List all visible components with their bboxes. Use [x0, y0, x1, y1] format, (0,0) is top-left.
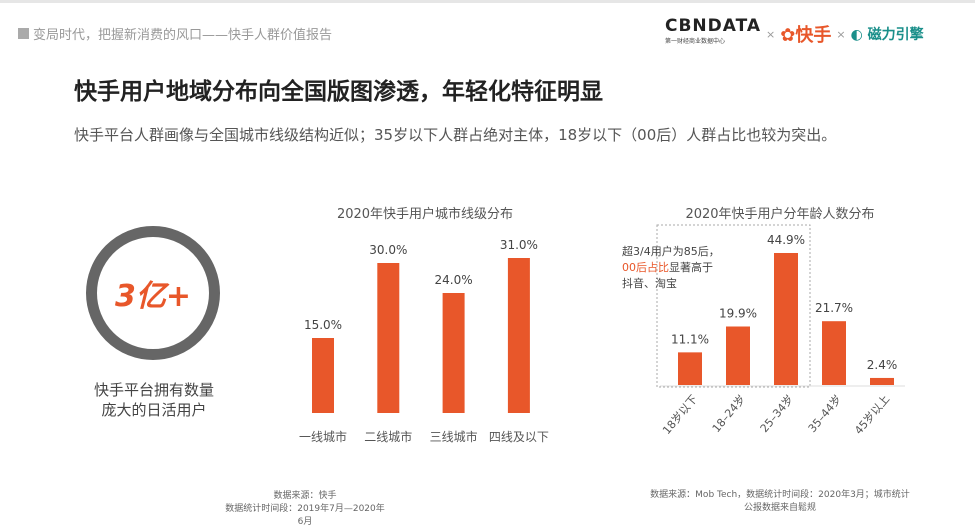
- annotation-box: [656, 224, 811, 388]
- category-label: 18–24岁: [709, 392, 748, 435]
- category-label: 35–44岁: [805, 392, 844, 435]
- category-label: 18岁以下: [659, 392, 700, 437]
- data-label: 2.4%: [867, 358, 898, 372]
- chart2-source: 数据来源：Mob Tech，数据统计时间段：2020年3月；城市统计 公报数据来自…: [650, 490, 910, 513]
- top-border: [0, 0, 975, 3]
- page-subtitle: 快手平台人群画像与全国城市线级结构近似；35岁以下人群占绝对主体，18岁以下（0…: [74, 126, 837, 144]
- kuaishou-logo: ✿快手: [780, 25, 832, 46]
- category-label: 45岁以上: [851, 392, 892, 437]
- separator: ×: [766, 27, 776, 41]
- dau-value: 3亿+: [114, 279, 191, 314]
- chart2-title: 2020年快手用户分年龄人数分布: [685, 206, 874, 222]
- category-label: 25–34岁: [757, 392, 796, 435]
- data-label: 30.0%: [369, 243, 407, 257]
- dau-ring: 3亿+: [86, 226, 220, 360]
- chart2-annotation: 超3/4用户为85后， 00后占比显著高于 抖音、淘宝: [622, 245, 720, 290]
- bar-45岁以上: [870, 377, 894, 385]
- bar-一线城市: [312, 338, 334, 413]
- bar-四线及以下: [507, 258, 530, 413]
- separator: ×: [836, 27, 846, 41]
- data-label: 11.1%: [671, 332, 709, 346]
- bar-35–44岁: [822, 321, 846, 385]
- bar-三线城市: [442, 293, 465, 413]
- category-label: 一线城市: [299, 429, 347, 444]
- square-icon: [18, 28, 29, 39]
- data-label: 19.9%: [719, 306, 757, 320]
- bar-二线城市: [377, 263, 400, 413]
- chart1-source: 数据来源：快手 数据统计时间段：2019年7月—2020年6月: [225, 491, 385, 527]
- data-label: 44.9%: [767, 233, 805, 247]
- bar-18岁以下: [678, 352, 702, 385]
- bar-18–24岁: [726, 326, 750, 385]
- data-label: 21.7%: [815, 301, 853, 315]
- category-label: 三线城市: [430, 429, 478, 444]
- dau-label: 快手平台拥有数量 庞大的日活用户: [93, 381, 214, 419]
- bar-25–34岁: [774, 252, 798, 385]
- report-title: 变局时代，把握新消费的风口——快手人群价值报告: [33, 28, 333, 43]
- partner-logos: CBNDATA 第一财经商业数据中心 × ✿快手 × ◐ 磁力引擎: [665, 18, 924, 50]
- category-label: 四线及以下: [489, 430, 549, 444]
- data-label: 31.0%: [500, 238, 538, 252]
- chart1-title: 2020年快手用户城市线级分布: [337, 206, 513, 222]
- data-label: 15.0%: [304, 318, 342, 332]
- cili-logo: ◐ 磁力引擎: [850, 27, 924, 43]
- report-header: 变局时代，把握新消费的风口——快手人群价值报告: [18, 24, 332, 43]
- category-label: 二线城市: [364, 429, 412, 444]
- data-label: 24.0%: [435, 273, 473, 287]
- page-title: 快手用户地域分布向全国版图渗透，年轻化特征明显: [74, 79, 603, 105]
- cbndata-logo: CBNDATA 第一财经商业数据中心: [665, 16, 762, 46]
